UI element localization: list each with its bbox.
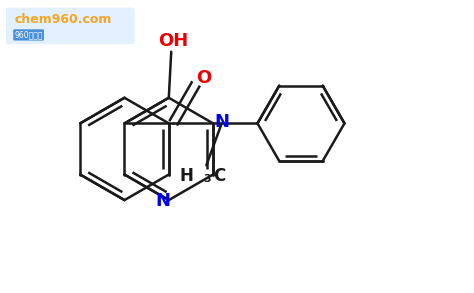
Text: chem960.com: chem960.com xyxy=(14,13,112,26)
Text: N: N xyxy=(155,192,171,210)
Text: H: H xyxy=(179,167,193,185)
Text: 3: 3 xyxy=(203,174,210,184)
Text: C: C xyxy=(213,167,225,185)
Text: N: N xyxy=(214,113,229,131)
Text: OH: OH xyxy=(158,32,189,50)
Text: 960化工网: 960化工网 xyxy=(14,30,43,40)
FancyBboxPatch shape xyxy=(6,8,135,44)
Text: O: O xyxy=(196,69,211,87)
